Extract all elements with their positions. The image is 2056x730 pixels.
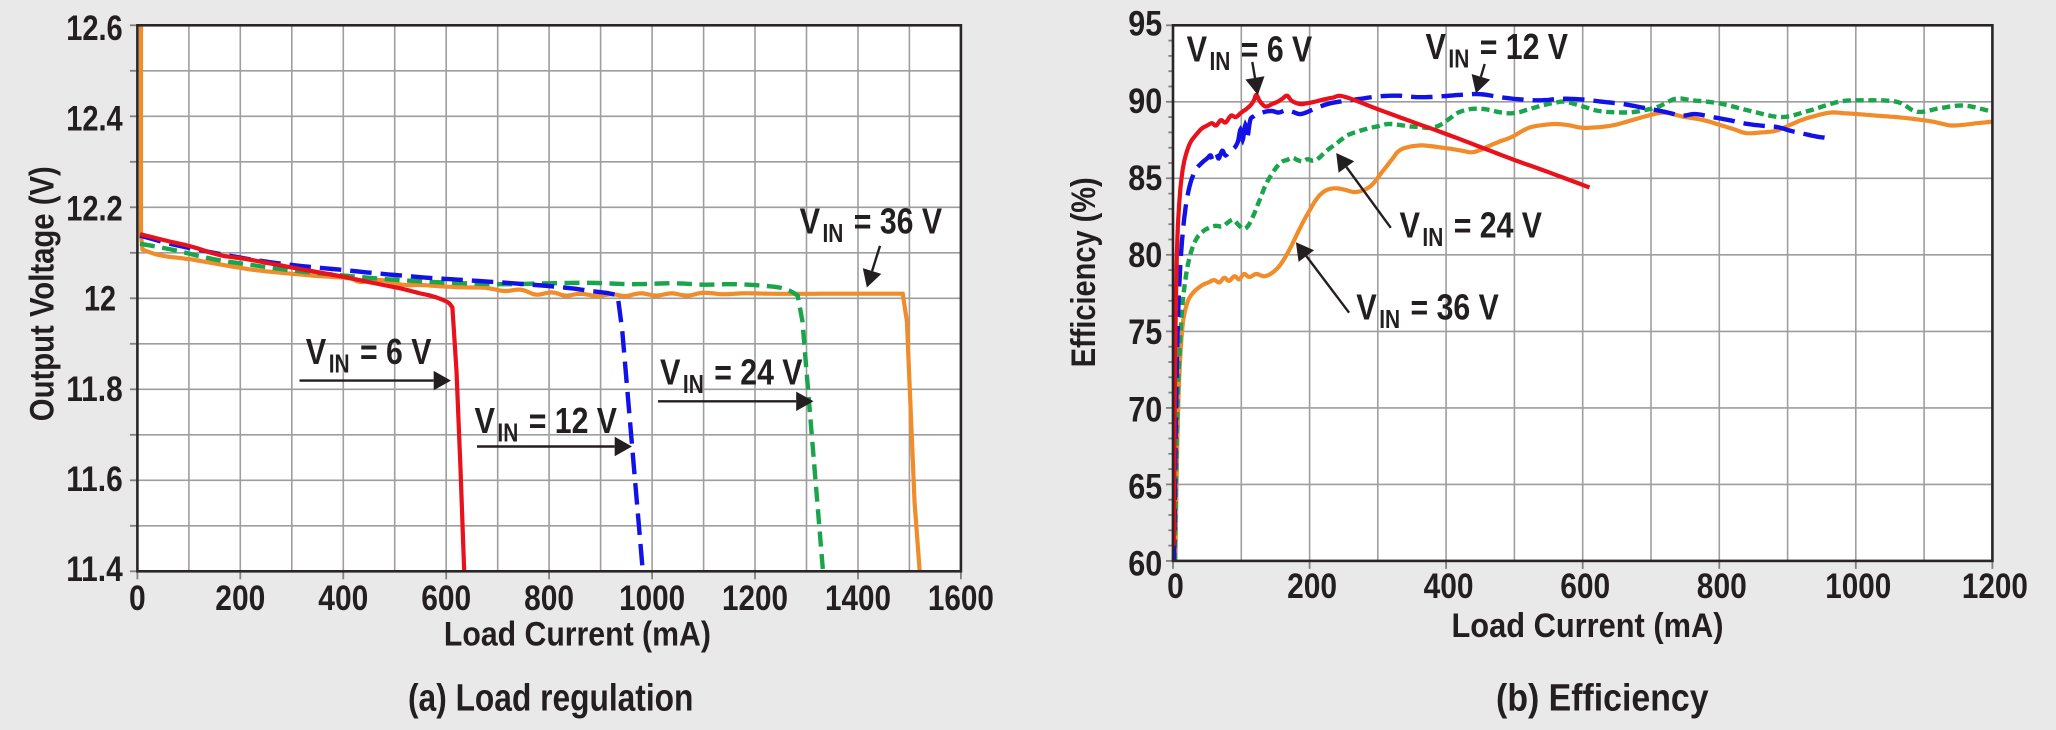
- svg-text:Efficiency (%): Efficiency (%): [1065, 177, 1103, 367]
- svg-text:(a) Load regulation: (a) Load regulation: [408, 678, 693, 720]
- svg-text:11.8: 11.8: [66, 370, 123, 409]
- svg-text:400: 400: [1424, 567, 1474, 606]
- svg-text:V: V: [306, 331, 327, 372]
- svg-text:1200: 1200: [1962, 567, 2028, 606]
- svg-text:IN: IN: [497, 418, 518, 448]
- svg-text:0: 0: [1167, 567, 1184, 606]
- svg-text:11.4: 11.4: [66, 550, 123, 589]
- svg-text:IN: IN: [823, 218, 844, 248]
- svg-text:1000: 1000: [1825, 567, 1891, 606]
- svg-text:12.2: 12.2: [66, 190, 123, 229]
- svg-text:IN: IN: [329, 349, 350, 379]
- svg-text:1000: 1000: [619, 579, 685, 618]
- svg-text:Output Voltage (V): Output Voltage (V): [24, 166, 62, 421]
- svg-text:(b) Efficiency: (b) Efficiency: [1496, 678, 1709, 720]
- svg-text:70: 70: [1128, 390, 1162, 429]
- svg-text:1600: 1600: [928, 579, 994, 618]
- svg-text:11.6: 11.6: [66, 460, 123, 499]
- svg-text:= 12 V: = 12 V: [1480, 26, 1568, 67]
- svg-text:1200: 1200: [722, 579, 788, 618]
- svg-text:V: V: [1400, 205, 1421, 246]
- svg-text:V: V: [475, 400, 496, 441]
- svg-text:Load Current (mA): Load Current (mA): [444, 616, 711, 654]
- svg-text:12.6: 12.6: [66, 9, 123, 48]
- svg-text:IN: IN: [683, 369, 704, 399]
- svg-text:60: 60: [1128, 545, 1162, 584]
- svg-text:12.4: 12.4: [66, 99, 123, 138]
- svg-text:200: 200: [1287, 567, 1337, 606]
- svg-text:= 24 V: = 24 V: [714, 352, 802, 393]
- svg-text:IN: IN: [1210, 46, 1231, 76]
- svg-text:12: 12: [84, 280, 116, 319]
- svg-text:800: 800: [524, 579, 574, 618]
- svg-text:= 6 V: = 6 V: [1241, 28, 1312, 69]
- svg-text:75: 75: [1128, 313, 1162, 352]
- svg-text:1400: 1400: [825, 579, 891, 618]
- svg-text:IN: IN: [1448, 44, 1469, 74]
- svg-text:= 6 V: = 6 V: [360, 331, 431, 372]
- svg-text:= 36 V: = 36 V: [1411, 287, 1499, 328]
- svg-text:800: 800: [1697, 567, 1747, 606]
- svg-text:600: 600: [421, 579, 471, 618]
- svg-text:65: 65: [1128, 468, 1162, 507]
- svg-text:600: 600: [1560, 567, 1610, 606]
- svg-text:V: V: [660, 352, 681, 393]
- svg-text:V: V: [1356, 287, 1377, 328]
- svg-text:IN: IN: [1379, 304, 1400, 334]
- svg-text:= 36 V: = 36 V: [854, 201, 942, 242]
- svg-text:V: V: [1426, 26, 1447, 67]
- svg-text:0: 0: [129, 579, 146, 618]
- svg-text:IN: IN: [1422, 222, 1443, 252]
- svg-text:= 12 V: = 12 V: [529, 400, 617, 441]
- svg-text:400: 400: [318, 579, 368, 618]
- svg-text:90: 90: [1128, 82, 1162, 121]
- svg-text:V: V: [800, 201, 821, 242]
- svg-text:= 24 V: = 24 V: [1454, 205, 1542, 246]
- svg-text:95: 95: [1128, 5, 1162, 44]
- svg-text:85: 85: [1128, 159, 1162, 198]
- svg-text:V: V: [1187, 28, 1208, 69]
- svg-text:200: 200: [215, 579, 265, 618]
- svg-text:80: 80: [1128, 236, 1162, 275]
- svg-text:Load Current (mA): Load Current (mA): [1452, 607, 1724, 645]
